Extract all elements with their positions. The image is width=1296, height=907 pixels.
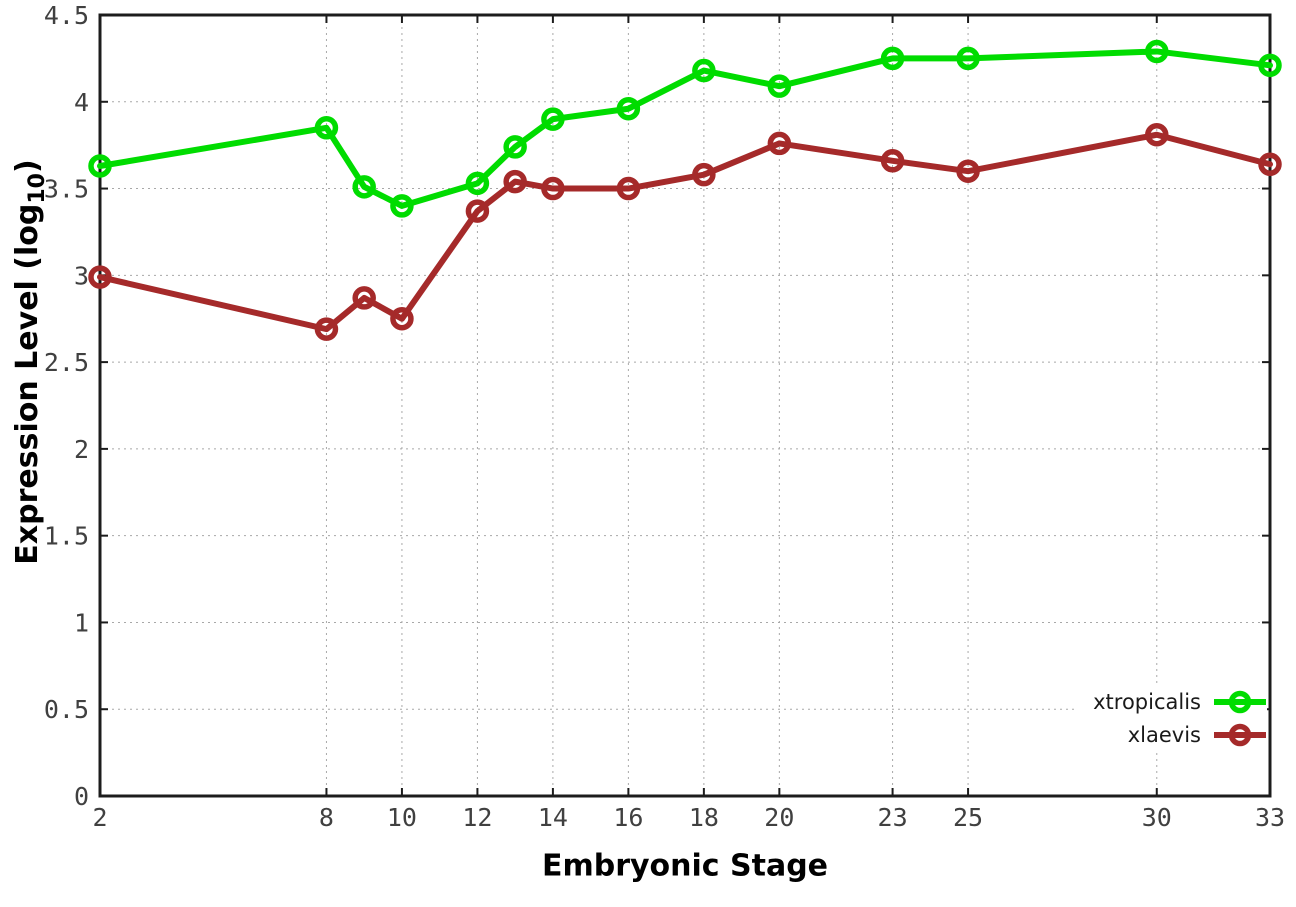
data-point-xtropicalis [616,96,641,121]
data-point-xlaevis [465,199,490,223]
y-tick-label: 4 [74,88,89,117]
y-axis-label: Expression Level (log10) [10,159,50,564]
data-point-xlaevis [1145,123,1169,147]
data-point-xlaevis [692,162,716,187]
x-tick-label: 8 [319,803,334,832]
data-point-xtropicalis [541,107,565,131]
data-point-xlaevis [880,149,905,173]
data-point-xlaevis [956,159,980,183]
legend: xtropicalis xlaevis [1075,683,1267,753]
legend-label-xtropicalis: xtropicalis [1093,689,1201,714]
data-point-xtropicalis [956,46,980,71]
x-tick-label: 18 [689,803,719,832]
data-point-xlaevis [88,265,112,289]
data-point-xtropicalis [88,154,112,178]
data-point-xlaevis [314,317,339,341]
data-point-xtropicalis [1258,53,1282,78]
y-tick-label: 3 [74,261,89,290]
x-tick-label: 30 [1142,803,1172,832]
data-point-xtropicalis [352,175,376,199]
x-tick-label: 2 [92,803,107,832]
data-point-xlaevis [616,176,641,201]
data-point-xtropicalis [390,194,414,218]
legend-row-xlaevis: xlaevis [1093,718,1267,751]
data-point-xlaevis [767,131,792,156]
x-tick-label: 33 [1255,803,1285,832]
y-tick-label: 1 [74,608,89,637]
legend-marker-xtropicalis [1214,690,1266,713]
y-tick-label: 0 [74,782,89,811]
y-tick-label: 2.5 [44,348,89,377]
data-point-xlaevis [503,169,527,194]
legend-label-xlaevis: xlaevis [1127,722,1201,747]
series-line-xlaevis [97,131,1273,333]
data-point-xtropicalis [1145,39,1169,64]
y-axis-label-text: Expression Level (log [10,203,45,565]
y-tick-label: 3.5 [44,175,89,204]
x-tick-label: 12 [462,803,492,832]
x-tick-label: 20 [764,803,794,832]
data-point-xtropicalis [692,58,716,83]
plot-border [98,13,1272,798]
x-tick-label: 25 [953,803,983,832]
data-point-xtropicalis [767,74,792,98]
x-axis-label: Embryonic Stage [541,848,829,884]
data-point-xlaevis [352,286,376,310]
legend-marker-xlaevis [1214,723,1266,746]
y-tick-label: 2 [74,435,89,464]
data-point-xlaevis [390,306,414,331]
legend-circle-icon [1228,723,1252,746]
x-tick-label: 10 [387,803,417,832]
y-tick-label: 1.5 [44,522,89,551]
data-point-xlaevis [1258,152,1282,177]
data-point-xlaevis [541,176,565,201]
series-line-xtropicalis [97,48,1273,209]
data-point-xtropicalis [503,135,527,159]
y-tick-label: 4.5 [44,1,89,30]
data-point-xtropicalis [465,171,490,196]
x-tick-label: 14 [538,803,568,832]
legend-row-xtropicalis: xtropicalis [1093,685,1267,718]
data-point-xtropicalis [314,116,339,140]
legend-circle-icon [1228,690,1252,713]
x-tick-label: 16 [613,803,643,832]
y-axis-label-subscript: 10 [25,173,50,204]
y-axis-label-close: ) [10,159,45,174]
data-point-xtropicalis [880,46,905,71]
x-tick-label: 23 [878,803,908,832]
y-tick-label: 0.5 [44,695,89,724]
